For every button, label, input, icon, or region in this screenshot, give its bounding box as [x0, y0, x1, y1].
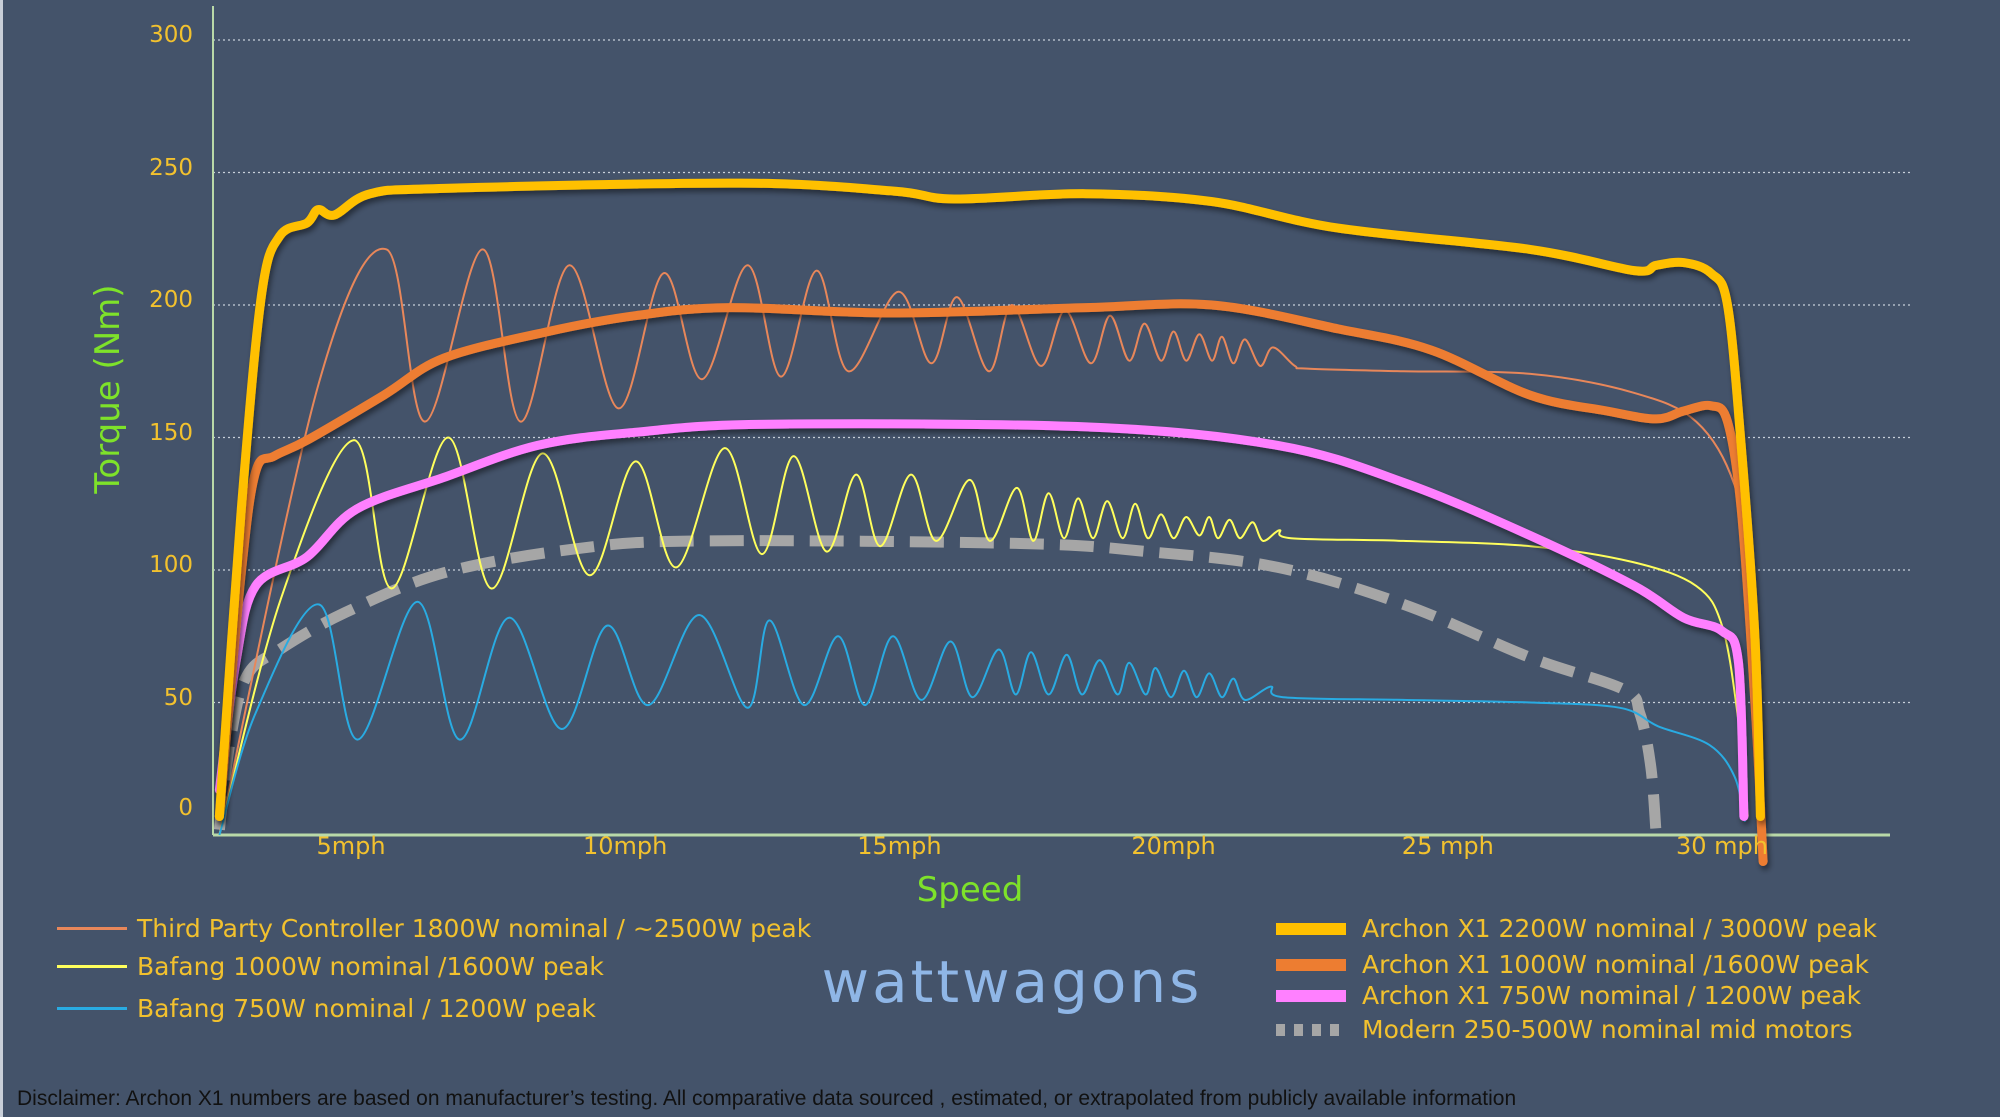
y-tick-label: 100 [149, 552, 193, 578]
y-axis-title: Torque (Nm) [88, 284, 128, 494]
legend-item-third-party: Third Party Controller 1800W nominal / ~… [57, 914, 811, 943]
series-line-0 [218, 247, 1755, 836]
legend-item-bafang-750: Bafang 750W nominal / 1200W peak [57, 994, 596, 1023]
legend-swatch [1276, 958, 1346, 971]
legend-label: Archon X1 1000W nominal /1600W peak [1362, 950, 1870, 979]
x-tick-label: 10mph [583, 832, 668, 860]
series-line-1 [218, 436, 1749, 836]
legend-item-archon-1000: Archon X1 1000W nominal /1600W peak [1276, 950, 1869, 979]
series-line-2 [218, 600, 1746, 836]
x-tick-label: 25 mph [1401, 832, 1494, 860]
legend-swatch [57, 965, 127, 968]
left-edge-strip [0, 0, 3, 1117]
legend-item-bafang-1000: Bafang 1000W nominal /1600W peak [57, 952, 604, 981]
series-line-5 [214, 419, 1749, 821]
x-tick-label: 20mph [1131, 832, 1216, 860]
x-tick-label: 30 mph [1676, 832, 1768, 860]
legend-label: Bafang 1000W nominal /1600W peak [137, 952, 604, 981]
y-tick-label: 200 [149, 287, 193, 313]
y-tick-label: 300 [149, 22, 193, 48]
legend-swatch [57, 927, 127, 930]
y-tick-label: 50 [163, 684, 193, 711]
legend-swatch [1276, 922, 1346, 935]
legend-swatch-dashed [1276, 1023, 1346, 1036]
x-axis-title: Speed [916, 870, 1024, 910]
legend-label: Modern 250-500W nominal mid motors [1362, 1015, 1853, 1044]
legend-label: Archon X1 2200W nominal / 3000W peak [1362, 914, 1877, 943]
legend-label: Archon X1 750W nominal / 1200W peak [1362, 981, 1862, 1010]
series-line-6 [213, 535, 1662, 836]
series-line-4 [214, 299, 1768, 866]
legend-label: Bafang 750W nominal / 1200W peak [137, 994, 596, 1023]
x-tick-label: 5mph [316, 832, 386, 860]
legend-label: Third Party Controller 1800W nominal / ~… [137, 914, 812, 943]
series-lines [213, 178, 1768, 866]
brand-logo-text: wattwagons [821, 948, 1203, 1016]
y-tick-label: 150 [149, 419, 193, 446]
legend-swatch [1276, 989, 1346, 1002]
y-tick-label: 250 [149, 154, 193, 181]
disclaimer: Disclaimer: Archon X1 numbers are based … [17, 1087, 1517, 1110]
x-tick-label: 15mph [857, 832, 942, 860]
legend-item-modern-mid: Modern 250-500W nominal mid motors [1276, 1015, 1853, 1044]
legend-swatch [57, 1007, 127, 1010]
legend-item-archon-750: Archon X1 750W nominal / 1200W peak [1276, 981, 1861, 1010]
legend-item-archon-2200: Archon X1 2200W nominal / 3000W peak [1276, 914, 1877, 943]
series-line-3 [214, 178, 1765, 821]
y-tick-label: 0 [178, 795, 193, 821]
